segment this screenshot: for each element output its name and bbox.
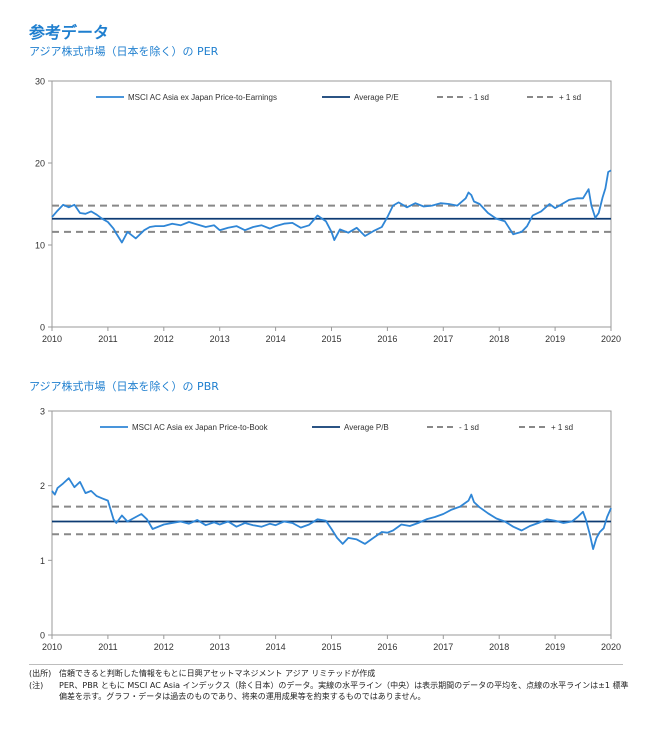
- per-y-tick-label: 0: [40, 323, 45, 333]
- per-legend-label: Average P/E: [354, 93, 399, 102]
- pbr-y-tick-label: 1: [40, 556, 45, 566]
- per-x-tick-label: 2011: [98, 334, 117, 344]
- footnote-source-text: 信頼できると判断した情報をもとに日興アセットマネジメント アジア リミテッドが作…: [59, 669, 376, 678]
- pbr-y-tick-label: 0: [40, 631, 45, 641]
- per-x-tick-label: 2014: [266, 334, 286, 344]
- pbr-plot-frame: [51, 410, 612, 636]
- footnote-note-label: (注): [29, 680, 44, 690]
- pbr-series-line: [51, 477, 612, 550]
- footnote-source-label: (出所): [29, 669, 52, 678]
- per-y-tick-label: 30: [35, 77, 45, 87]
- per-x-tick-label: 2012: [154, 334, 174, 344]
- pbr-legend-label: - 1 sd: [459, 423, 479, 432]
- per-plot-frame: [51, 80, 612, 328]
- pbr-x-tick-label: 2012: [154, 642, 174, 650]
- pbr-x-tick-label: 2017: [433, 642, 453, 650]
- per-x-tick-label: 2017: [433, 334, 453, 344]
- per-series-line: [51, 169, 612, 244]
- pbr-y-tick-label: 3: [40, 407, 45, 417]
- chart-title-pbr: アジア株式市場（日本を除く）の PBR: [29, 380, 219, 393]
- page-title: 参考データ: [29, 23, 110, 42]
- per-y-tick-label: 20: [35, 159, 45, 169]
- pbr-x-tick-label: 2016: [377, 642, 397, 650]
- per-x-tick-label: 2015: [321, 334, 341, 344]
- per-x-tick-label: 2018: [489, 334, 509, 344]
- footnote-note-text: PER、PBR ともに MSCI AC Asia インデックス（除く日本）のデー…: [59, 680, 629, 702]
- pbr-x-tick-label: 2013: [210, 642, 230, 650]
- pbr-x-tick-label: 2019: [545, 642, 565, 650]
- per-legend-label: + 1 sd: [559, 93, 581, 102]
- footnote-note: (注) PER、PBR ともに MSCI AC Asia インデックス（除く日本…: [29, 680, 629, 703]
- pbr-x-tick-label: 2010: [42, 642, 62, 650]
- chart-title-per: アジア株式市場（日本を除く）の PER: [29, 45, 219, 58]
- per-x-tick-label: 2010: [42, 334, 62, 344]
- pbr-chart: 0 1 2 3 2010 2011 2012 2013 2014 2015 2016 2017 2018…: [40, 407, 621, 651]
- pbr-x-tick-label: 2014: [266, 642, 286, 650]
- pbr-x-tick-label: 2011: [98, 642, 117, 650]
- per-x-tick-label: 2020: [601, 334, 621, 344]
- per-chart: 0 10 20 30 2010 2011 2012 2013 2014 2015 2016 2017 2…: [35, 77, 621, 345]
- per-y-tick-label: 10: [35, 241, 45, 251]
- pbr-x-tick-label: 2018: [489, 642, 509, 650]
- pbr-legend-label: MSCI AC Asia ex Japan Price-to-Book: [132, 423, 269, 432]
- per-x-tick-label: 2019: [545, 334, 565, 344]
- footnote-source: (出所) 信頼できると判断した情報をもとに日興アセットマネジメント アジア リミ…: [29, 668, 629, 680]
- footnote-divider: [29, 664, 623, 665]
- footnotes: (出所) 信頼できると判断した情報をもとに日興アセットマネジメント アジア リミ…: [29, 668, 629, 703]
- pbr-x-tick-label: 2020: [601, 642, 621, 650]
- pbr-x-tick-label: 2015: [321, 642, 341, 650]
- per-legend-label: - 1 sd: [469, 93, 489, 102]
- per-x-tick-label: 2013: [210, 334, 230, 344]
- per-x-tick-label: 2016: [377, 334, 397, 344]
- per-legend-label: MSCI AC Asia ex Japan Price-to-Earnings: [128, 93, 277, 102]
- pbr-legend-label: Average P/B: [344, 423, 389, 432]
- pbr-y-tick-label: 2: [40, 481, 45, 491]
- pbr-legend-label: + 1 sd: [551, 423, 573, 432]
